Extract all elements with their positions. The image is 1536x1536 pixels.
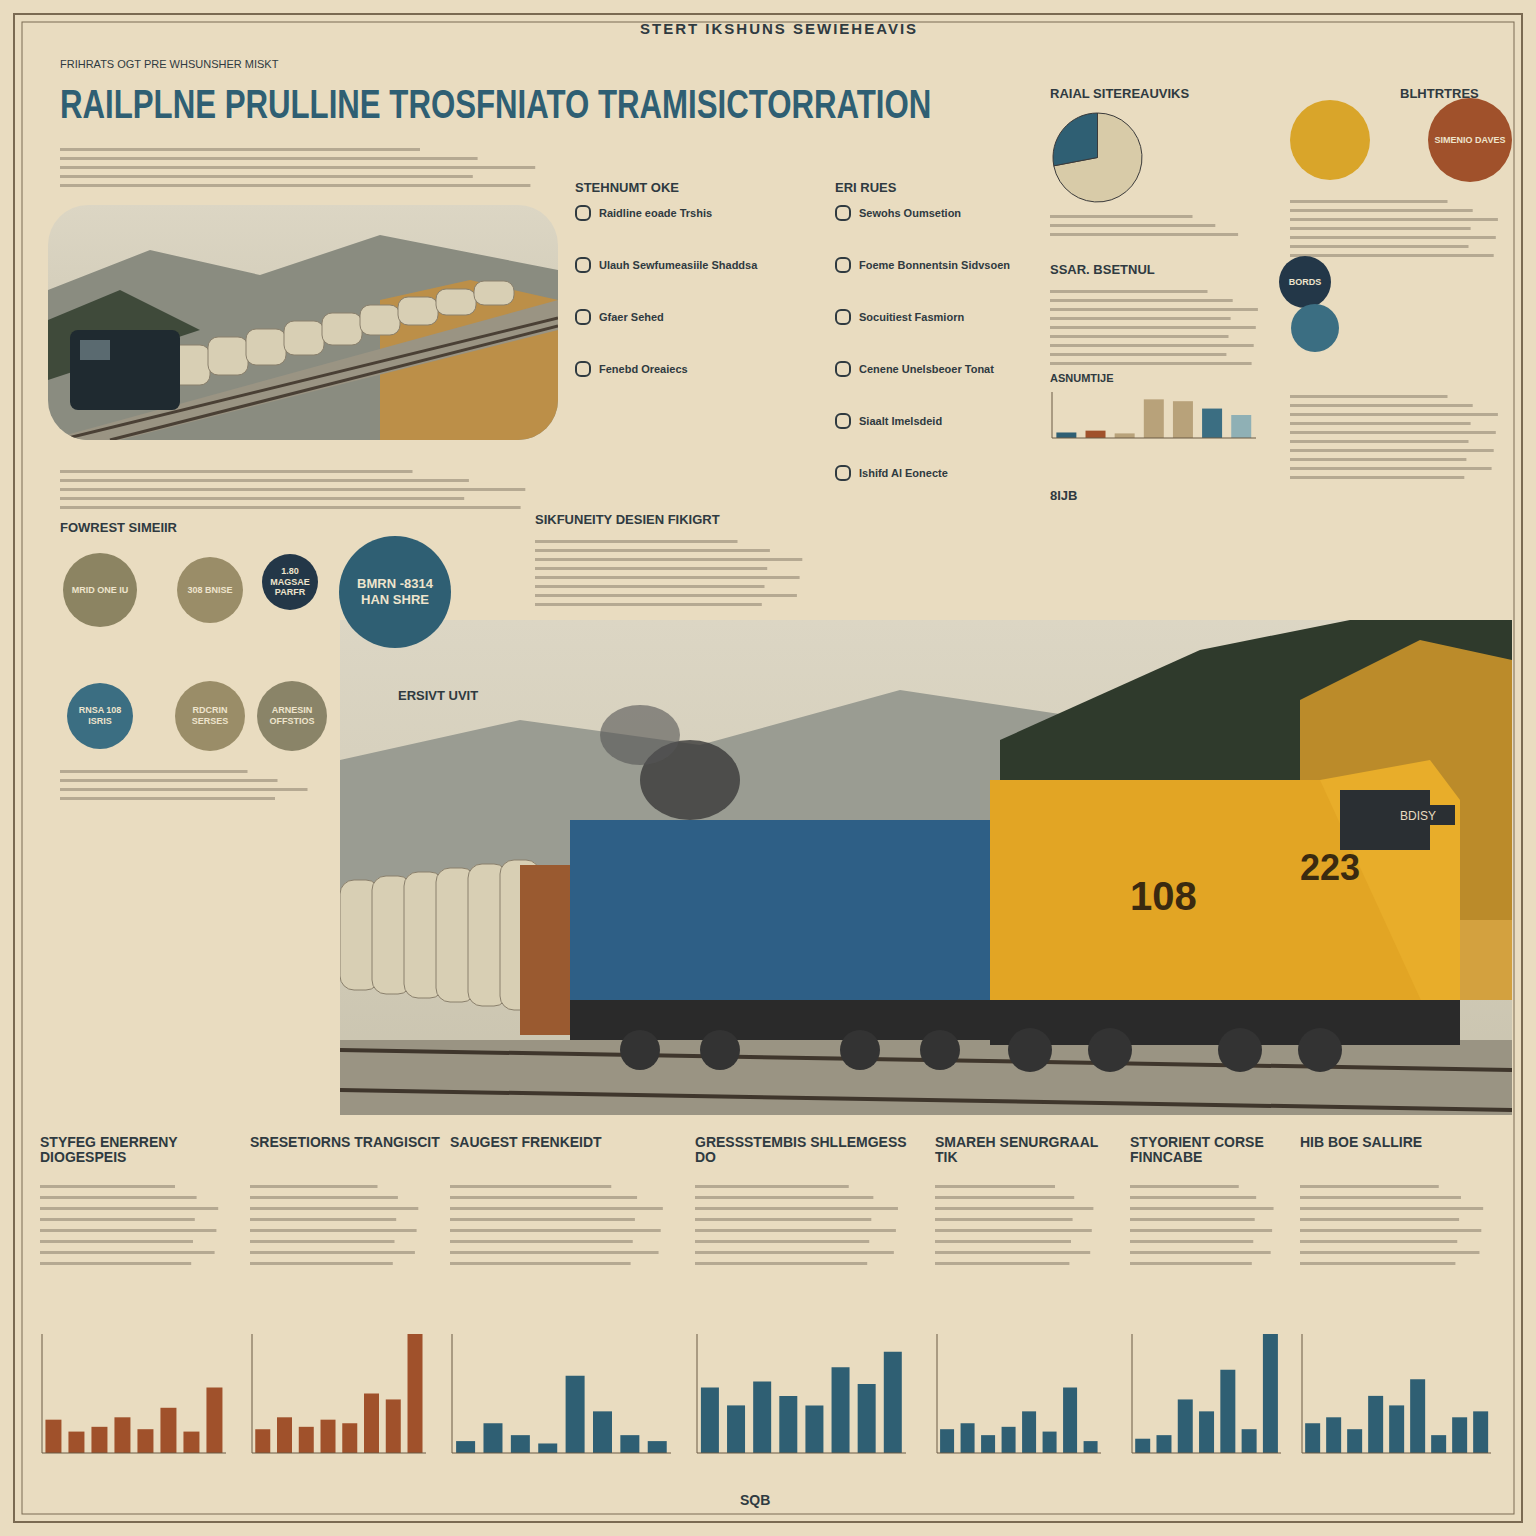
- svg-text:108: 108: [1130, 874, 1197, 918]
- html-text:Cenene Unelsbeoer Tonat: Cenene Unelsbeoer Tonat: [859, 363, 994, 375]
- svg-text:223: 223: [1300, 847, 1360, 888]
- html-text:STEHNUMT OKE: STEHNUMT OKE: [575, 180, 679, 195]
- html-text:1.80 MAGSAE PARFR: 1.80 MAGSAE PARFR: [270, 565, 310, 598]
- html-text:FRIHRATS OGT PRE WHSUNSHER MIS: FRIHRATS OGT PRE WHSUNSHER MISKT: [60, 58, 279, 70]
- html-text:SAUGEST FRENKEIDT: SAUGEST FRENKEIDT: [450, 1134, 602, 1150]
- html-text:Siaalt Imelsdeid: Siaalt Imelsdeid: [859, 415, 943, 427]
- html-text:Gfaer Sehed: Gfaer Sehed: [599, 311, 664, 323]
- html-text:HIB BOE SALLIRE: HIB BOE SALLIRE: [1300, 1134, 1423, 1150]
- html-text:Socuitiest Fasmiorn: Socuitiest Fasmiorn: [859, 311, 965, 323]
- html-text:STERT IKSHUNS SEWIEHEAVIS: STERT IKSHUNS SEWIEHEAVIS: [640, 20, 919, 37]
- html-text:Ulauh Sewfumeasiile Shaddsa: Ulauh Sewfumeasiile Shaddsa: [599, 259, 758, 271]
- html-text:ASNUMTIJE: ASNUMTIJE: [1050, 372, 1114, 384]
- html-text:SQB: SQB: [740, 1492, 771, 1508]
- html-text:GRESSSTEMBIS SHLLEMGESS DO: GRESSSTEMBIS SHLLEMGESS DO: [695, 1134, 907, 1166]
- html-text:RDCRIN SERSES: RDCRIN SERSES: [191, 705, 229, 726]
- html-text:ERI RUES: ERI RUES: [835, 180, 897, 195]
- html-text:SIKFUNEITY DESIEN FIKIGRT: SIKFUNEITY DESIEN FIKIGRT: [535, 512, 720, 527]
- html-text:ARNESIN OFFSTIOS: ARNESIN OFFSTIOS: [269, 705, 315, 726]
- html-text:Ishifd Al Eonecte: Ishifd Al Eonecte: [859, 467, 948, 479]
- html-text:RNSA 108 ISRIS: RNSA 108 ISRIS: [78, 705, 122, 726]
- html-text:BMRN -8314 HAN SHRE: BMRN -8314 HAN SHRE: [357, 576, 433, 607]
- html-text:Raidline eoade Trshis: Raidline eoade Trshis: [599, 207, 713, 219]
- html-text:ERSIVT UVIT: ERSIVT UVIT: [398, 688, 479, 703]
- html-text:MRID ONE IU: MRID ONE IU: [71, 584, 129, 595]
- html-text:STYORIENT CORSE FINNCABE: STYORIENT CORSE FINNCABE: [1130, 1134, 1264, 1166]
- html-text:SMAREH SENURGRAAL TIK: SMAREH SENURGRAAL TIK: [935, 1134, 1099, 1166]
- html-text:8IJB: 8IJB: [1050, 488, 1078, 503]
- svg-text:BDISY: BDISY: [1400, 809, 1436, 823]
- html-text:RAILPLNE PRULLINE TROSFNIATO T: RAILPLNE PRULLINE TROSFNIATO TRAMISICTOR…: [60, 82, 932, 126]
- html-text:308 BNISE: 308 BNISE: [187, 584, 233, 595]
- html-text:STYFEG ENERRENY DIOGESPEIS: STYFEG ENERRENY DIOGESPEIS: [40, 1134, 178, 1166]
- html-text:RAIAL SITEREAUVIKS: RAIAL SITEREAUVIKS: [1050, 86, 1190, 101]
- html-text:Fenebd Oreaiecs: Fenebd Oreaiecs: [599, 363, 688, 375]
- html-text:BLHTRTRES: BLHTRTRES: [1400, 86, 1479, 101]
- html-text:FOWREST SIMEIIR: FOWREST SIMEIIR: [60, 520, 177, 535]
- html-text:SIMENIO DAVES: SIMENIO DAVES: [1434, 134, 1506, 145]
- html-text:BORDS: BORDS: [1288, 276, 1322, 287]
- html-text:Sewohs Oumsetion: Sewohs Oumsetion: [859, 207, 962, 219]
- html-text:Foeme Bonnentsin Sidvsoen: Foeme Bonnentsin Sidvsoen: [859, 259, 1010, 271]
- html-text:SRESETIORNS TRANGISCIT: SRESETIORNS TRANGISCIT: [250, 1134, 440, 1150]
- html-text:SSAR. BSETNUL: SSAR. BSETNUL: [1050, 262, 1155, 277]
